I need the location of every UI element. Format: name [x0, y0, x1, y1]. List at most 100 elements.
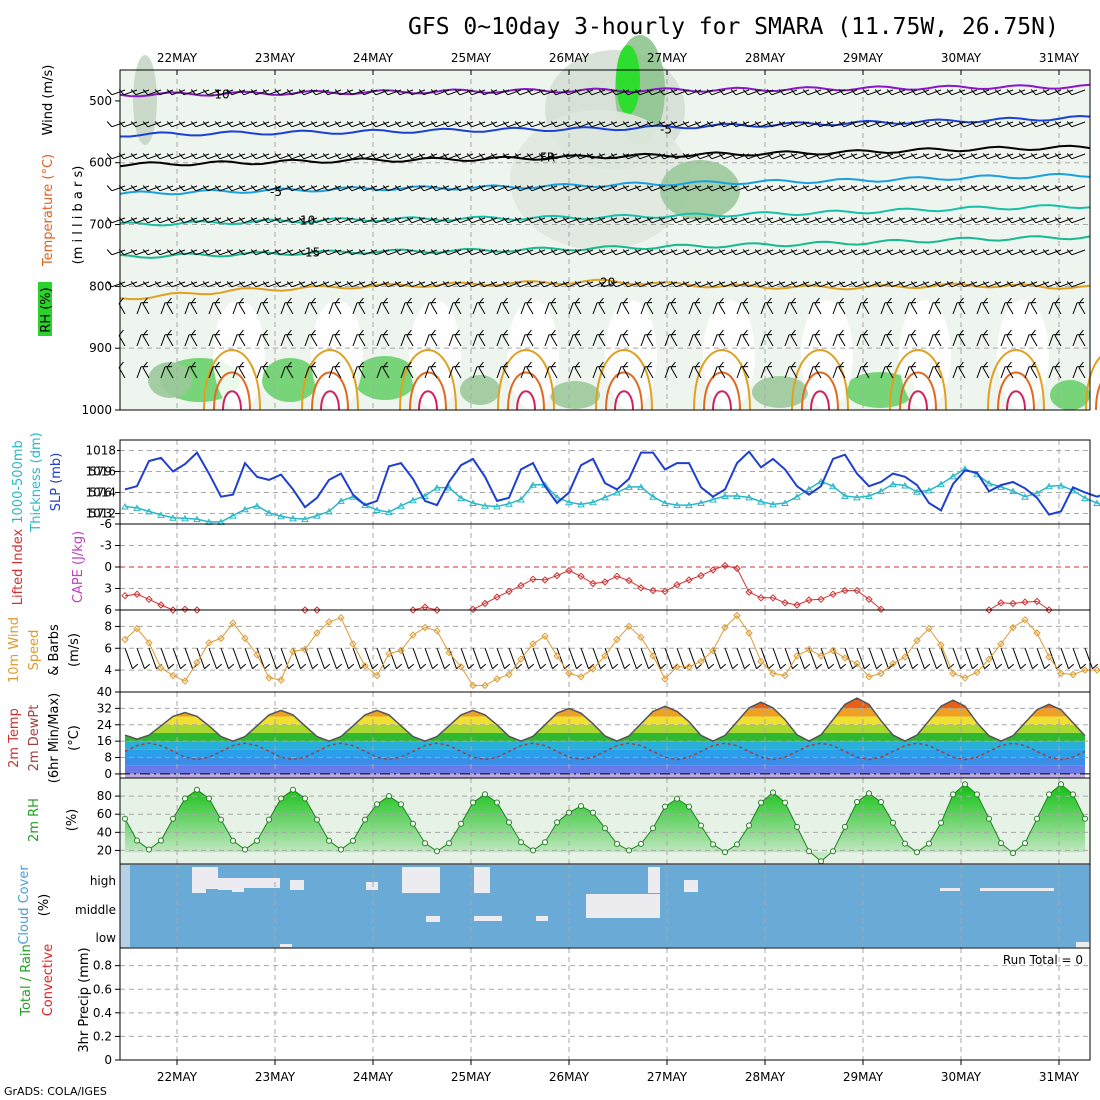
- wind-barb: [766, 121, 773, 128]
- lifted-index-point: [817, 595, 825, 604]
- lifted-index-point: [157, 601, 165, 609]
- wind-barb: [790, 185, 797, 192]
- wind-barb: [742, 297, 748, 304]
- wind-barb: [214, 217, 221, 224]
- boundary-layer-dry: [605, 300, 657, 410]
- wind-barb: [274, 185, 281, 192]
- surface-wind-barb: [936, 663, 943, 670]
- wind-barb: [334, 217, 341, 224]
- wind-barb: [190, 121, 197, 128]
- boundary-layer-dry: [703, 300, 755, 410]
- wind-barb: [543, 281, 558, 288]
- surface-wind-barb: [256, 647, 265, 669]
- thickness-point: [649, 493, 657, 500]
- wind-barb: [562, 249, 569, 256]
- wind-barb: [526, 217, 533, 224]
- wind-barb: [256, 334, 262, 347]
- lifted-index-point: [637, 584, 645, 592]
- wind-barb: [766, 249, 773, 256]
- wind-speed-point: [421, 623, 429, 632]
- wind-barb: [567, 281, 582, 288]
- date-label-top: 23MAY: [255, 51, 296, 65]
- surface-wind-barb: [996, 663, 1003, 670]
- wind-barb: [454, 329, 460, 336]
- wind-barb: [699, 281, 714, 288]
- thickness-point: [397, 502, 405, 509]
- y-tick-label: 600: [89, 156, 112, 170]
- wind-barb: [855, 153, 870, 160]
- thickness-point: [685, 501, 693, 509]
- wind-barb: [142, 249, 149, 256]
- lifted-index-point: [133, 590, 141, 598]
- wind-barb: [358, 297, 364, 304]
- wind-barb: [670, 89, 677, 96]
- wind-barb: [718, 217, 725, 224]
- wind-barb: [615, 89, 630, 96]
- wind-barb: [454, 361, 460, 368]
- wind-barb: [598, 361, 604, 368]
- wind-barb: [622, 249, 629, 256]
- wind-barb: [1006, 367, 1014, 379]
- wind-barb: [646, 153, 653, 160]
- lifted-index-line: [124, 593, 198, 611]
- wind-barb: [195, 121, 210, 128]
- wind-barb: [939, 121, 954, 128]
- wind-barb: [1018, 121, 1025, 128]
- wind-barb: [459, 121, 474, 128]
- wind-barb: [706, 281, 713, 288]
- wind-barb: [603, 121, 618, 128]
- wind-barb: [399, 217, 414, 224]
- isotherm-30: [899, 371, 937, 411]
- wind-barb: [147, 121, 162, 128]
- wind-barb: [454, 185, 461, 192]
- wind-barb: [538, 249, 545, 256]
- rh-point: [1010, 850, 1016, 857]
- wind-barb: [856, 302, 862, 315]
- wind-barb: [1024, 366, 1030, 379]
- wind-barb: [418, 249, 425, 256]
- wind-barb: [735, 217, 750, 224]
- surface-wind-barb: [828, 663, 835, 670]
- date-label-bottom: 22MAY: [157, 1070, 198, 1084]
- wind-barb: [898, 281, 905, 288]
- rh-point: [1046, 791, 1052, 798]
- wind-barb: [1042, 249, 1049, 256]
- wind-barb: [106, 153, 113, 160]
- wind-barb: [622, 217, 629, 224]
- wind-speed-point: [1045, 653, 1053, 661]
- wind-barb: [526, 297, 532, 304]
- wind-barb: [435, 281, 450, 288]
- wind-barb: [838, 121, 845, 128]
- wind-barb: [123, 185, 138, 192]
- boundary-layer-dry: [409, 300, 461, 410]
- wind-barb: [231, 217, 246, 224]
- surface-wind-barb: [480, 663, 487, 670]
- surface-wind-barb: [1024, 647, 1033, 669]
- wind-barb: [382, 335, 390, 347]
- wind-barb: [495, 217, 510, 224]
- wind-barb: [826, 281, 833, 288]
- rh-point: [458, 820, 464, 827]
- wind-barb: [543, 89, 558, 96]
- wind-barb: [1035, 249, 1050, 256]
- wind-barb: [975, 153, 990, 160]
- surface-wind-barb: [496, 647, 505, 669]
- wind-barb: [1030, 185, 1037, 192]
- wind-barb: [819, 281, 834, 288]
- wind-barb: [207, 249, 222, 256]
- wind-speed-point: [193, 658, 201, 667]
- wind-barb: [286, 335, 294, 347]
- wind-barb: [1035, 89, 1050, 96]
- wind-barb: [370, 89, 377, 96]
- wind-barb: [1071, 89, 1086, 96]
- wind-speed-point: [217, 634, 225, 643]
- date-label-top: 27MAY: [647, 51, 688, 65]
- wind-barb: [982, 217, 989, 224]
- wind-barb: [1048, 302, 1054, 315]
- rh-point: [854, 799, 860, 805]
- wind-barb: [598, 297, 604, 304]
- rh-point: [890, 819, 896, 826]
- wind-barb: [483, 153, 498, 160]
- wind-barb: [280, 302, 286, 315]
- slp-axis-label: SLP (mb): [49, 453, 64, 512]
